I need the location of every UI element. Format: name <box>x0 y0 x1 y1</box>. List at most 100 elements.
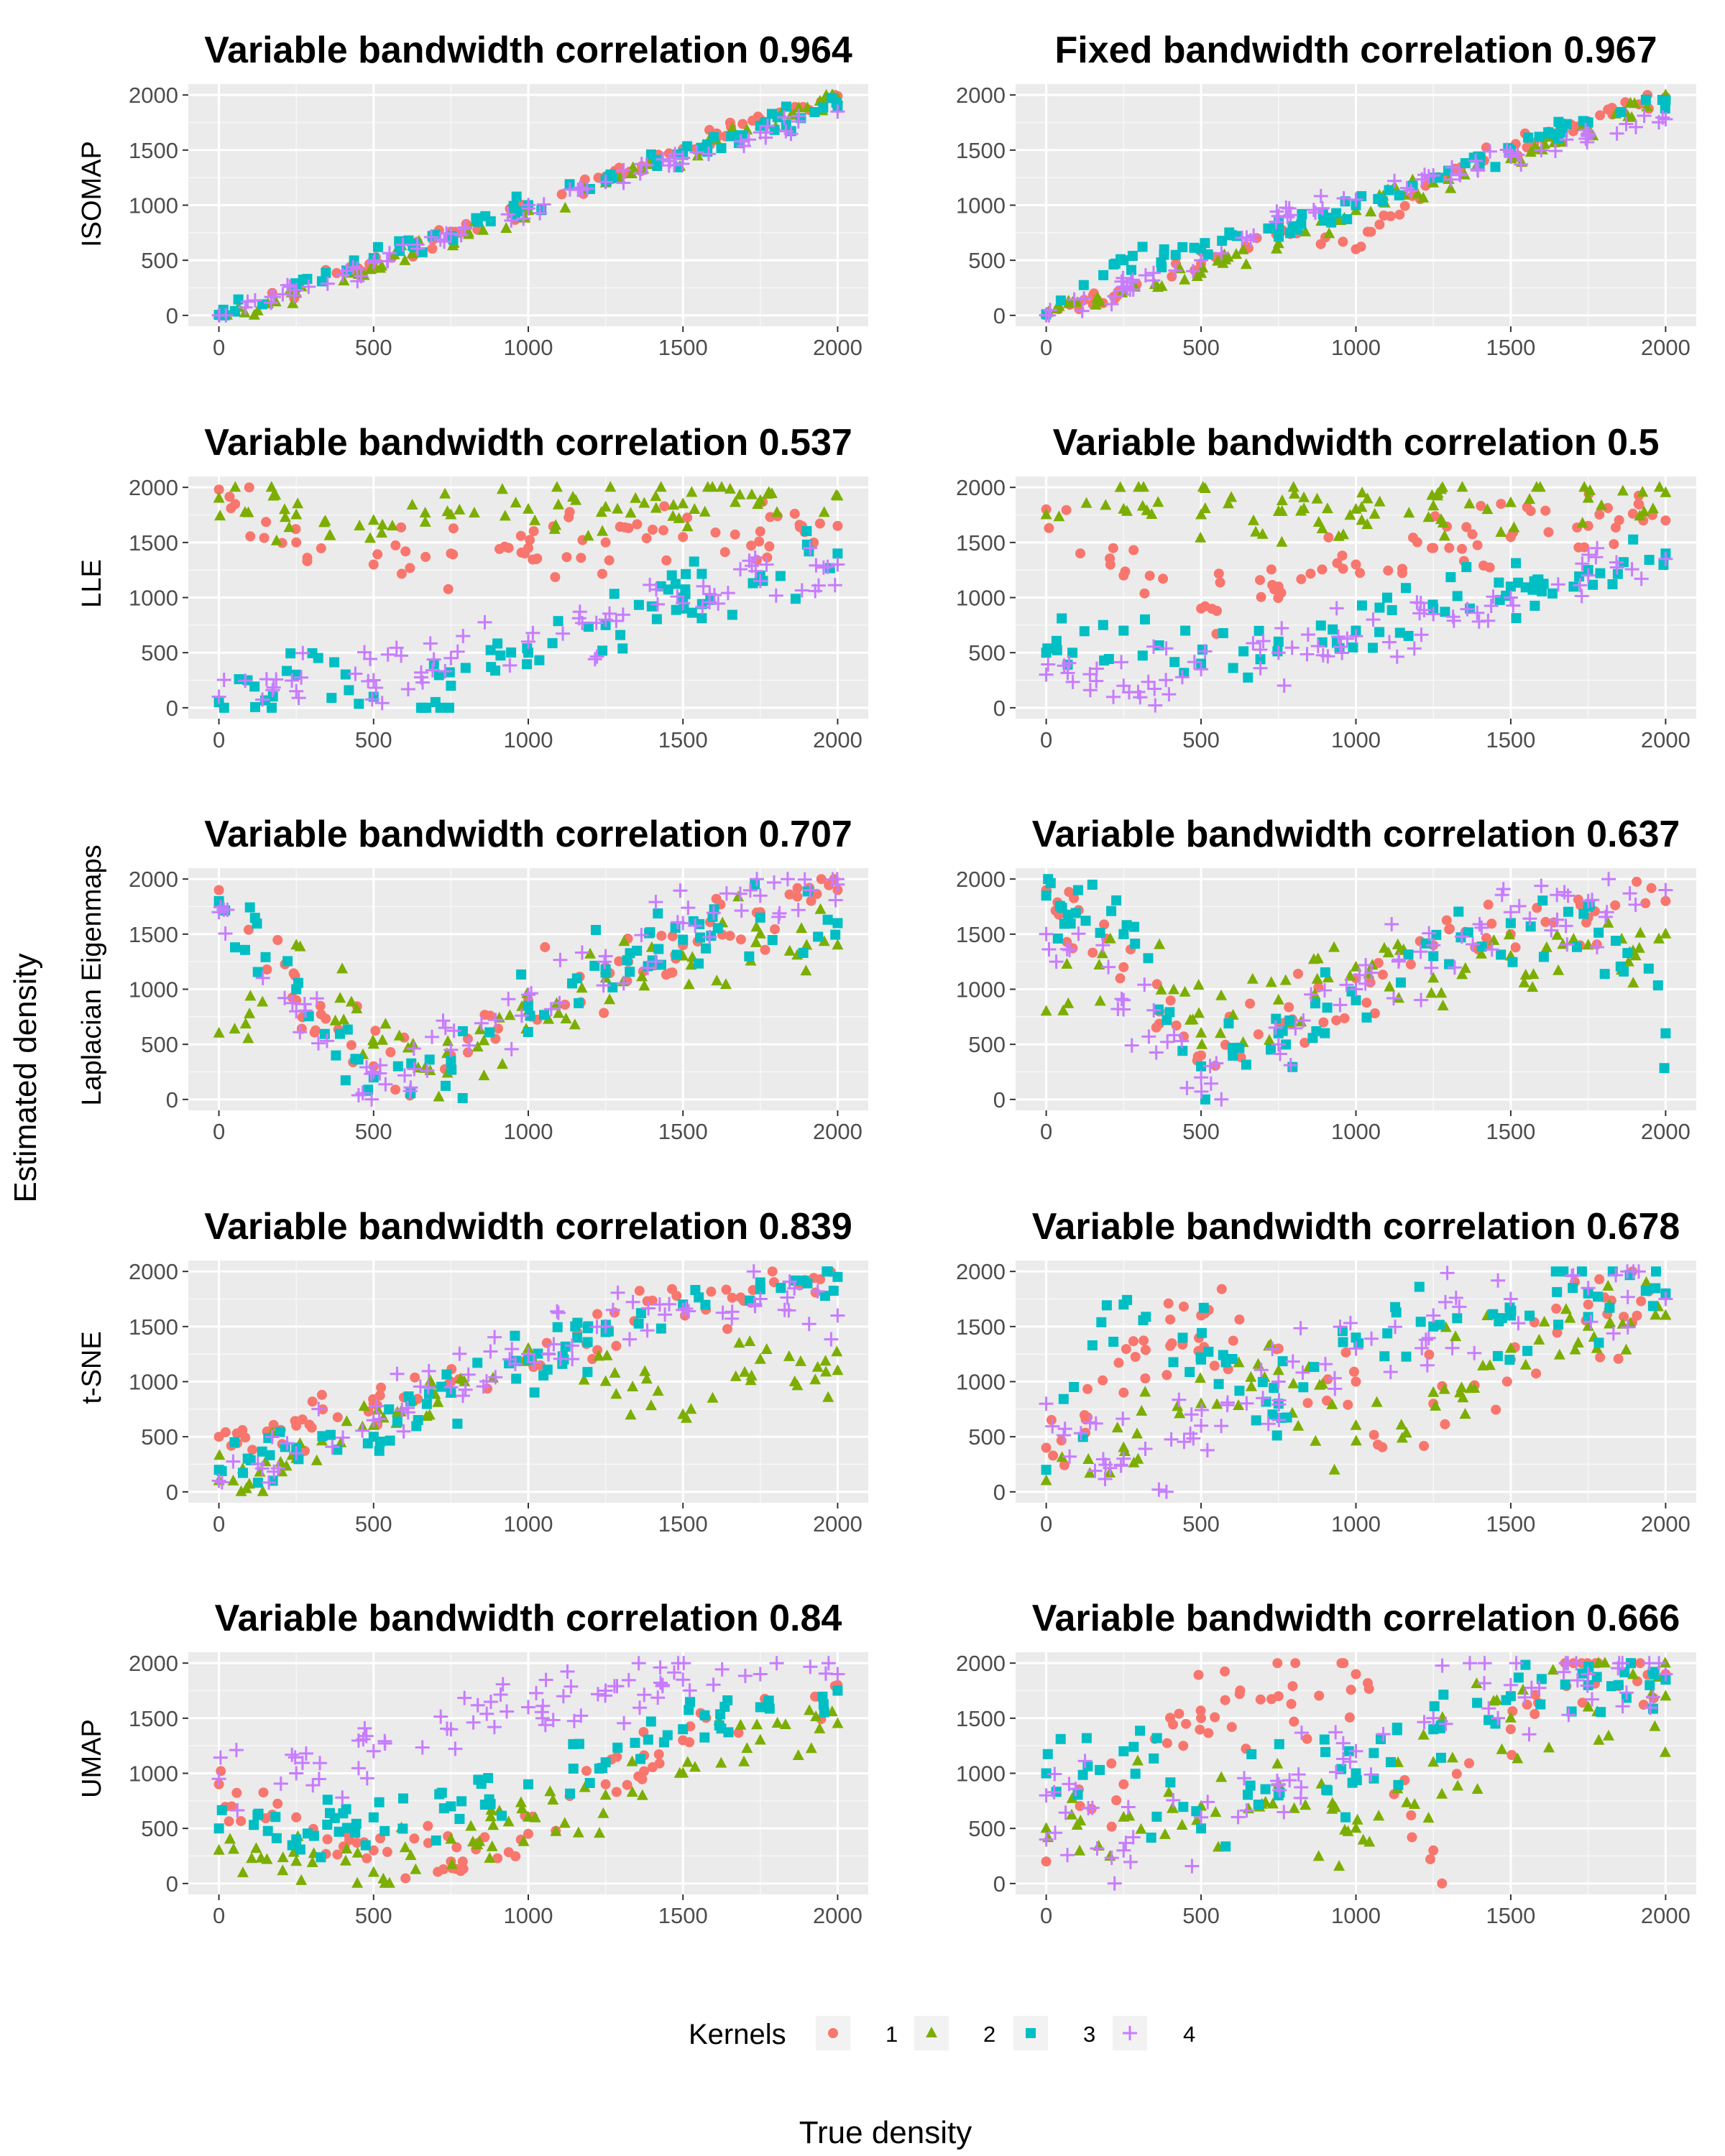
point-kernel-3 <box>457 1093 468 1103</box>
point-kernel-4 <box>1426 938 1441 953</box>
point-kernel-2 <box>1445 182 1457 193</box>
point-kernel-2 <box>1504 496 1517 507</box>
point-kernel-2 <box>1317 1378 1328 1389</box>
point-kernel-3 <box>287 1840 298 1851</box>
point-kernel-2 <box>685 1403 697 1414</box>
point-kernel-4 <box>564 1338 579 1353</box>
point-kernel-3 <box>1505 918 1516 929</box>
y-tick-label: 0 <box>166 1480 178 1505</box>
point-kernel-3 <box>1403 630 1414 641</box>
point-kernel-3 <box>682 141 693 152</box>
point-kernel-3 <box>1284 1015 1295 1026</box>
point-kernel-2 <box>1123 1810 1136 1821</box>
point-kernel-3 <box>1347 1777 1358 1788</box>
point-kernel-1 <box>1636 1296 1647 1307</box>
point-kernel-3 <box>775 571 786 581</box>
point-kernel-1 <box>1660 515 1671 526</box>
point-kernel-2 <box>486 1840 498 1851</box>
point-kernel-4 <box>369 1399 384 1414</box>
point-kernel-4 <box>1376 1727 1391 1741</box>
point-kernel-4 <box>1048 1825 1062 1841</box>
point-kernel-2 <box>1471 1783 1484 1794</box>
point-kernel-3 <box>441 1369 452 1380</box>
point-kernel-4 <box>425 1029 439 1044</box>
point-kernel-4 <box>1214 1092 1229 1107</box>
point-kernel-4 <box>452 1346 467 1361</box>
point-kernel-2 <box>1272 1364 1284 1376</box>
point-kernel-1 <box>1610 900 1621 911</box>
point-kernel-4 <box>1116 270 1131 285</box>
legend-marker-4 <box>1123 2026 1137 2040</box>
point-kernel-3 <box>699 1732 710 1743</box>
point-kernel-2 <box>738 1755 750 1766</box>
point-kernel-3 <box>1522 1345 1533 1356</box>
point-kernel-3 <box>1588 579 1598 590</box>
point-kernel-4 <box>380 647 395 662</box>
point-kernel-4 <box>1067 292 1082 307</box>
point-kernel-1 <box>306 1422 317 1433</box>
point-kernel-1 <box>1113 1358 1124 1368</box>
point-kernel-1 <box>1481 142 1491 153</box>
point-kernel-2 <box>484 1810 497 1822</box>
point-kernel-4 <box>1615 1699 1630 1714</box>
point-kernel-2 <box>246 1852 258 1864</box>
point-kernel-4 <box>1658 111 1673 126</box>
point-kernel-4 <box>1426 607 1441 622</box>
point-kernel-2 <box>618 935 630 946</box>
point-kernel-2 <box>367 1034 379 1046</box>
point-kernel-2 <box>1179 985 1191 997</box>
point-kernel-2 <box>334 992 346 1003</box>
point-kernel-2 <box>1271 1757 1284 1769</box>
point-kernel-2 <box>683 978 695 990</box>
point-kernel-2 <box>1438 1383 1450 1394</box>
point-kernel-2 <box>640 1373 653 1384</box>
point-kernel-3 <box>1054 900 1065 911</box>
point-kernel-4 <box>351 1088 366 1102</box>
point-kernel-1 <box>1640 898 1651 908</box>
point-kernel-4 <box>543 1002 558 1017</box>
point-kernel-2 <box>1356 487 1368 498</box>
point-kernel-4 <box>1118 1835 1133 1851</box>
point-kernel-2 <box>1053 510 1065 522</box>
point-kernel-1 <box>659 501 670 512</box>
point-kernel-3 <box>685 1697 696 1708</box>
point-kernel-4 <box>1087 1463 1103 1478</box>
point-kernel-3 <box>1241 1059 1251 1070</box>
point-kernel-4 <box>675 156 690 171</box>
point-kernel-4 <box>487 1720 502 1735</box>
point-kernel-1 <box>556 189 567 200</box>
point-kernel-2 <box>1292 1419 1305 1431</box>
legend: Kernels 1 2 3 4 <box>689 2016 1195 2050</box>
point-kernel-3 <box>234 674 244 685</box>
data-points <box>211 481 845 713</box>
point-kernel-4 <box>1477 1656 1492 1671</box>
point-kernel-4 <box>1294 1780 1309 1795</box>
point-kernel-4 <box>483 1695 498 1709</box>
point-kernel-4 <box>1348 1743 1363 1759</box>
point-kernel-2 <box>1328 941 1340 952</box>
point-kernel-2 <box>610 1388 622 1399</box>
point-kernel-4 <box>487 1330 502 1345</box>
point-kernel-2 <box>832 1717 844 1728</box>
point-kernel-2 <box>716 481 727 492</box>
point-kernel-1 <box>1595 110 1606 121</box>
point-kernel-4 <box>589 615 604 630</box>
point-kernel-3 <box>1151 1811 1162 1822</box>
point-kernel-3 <box>1328 624 1338 635</box>
point-kernel-2 <box>1504 1711 1517 1723</box>
point-kernel-4 <box>607 1679 622 1694</box>
point-kernel-4 <box>1047 1766 1062 1782</box>
point-kernel-2 <box>1540 941 1552 952</box>
point-kernel-2 <box>239 1018 252 1028</box>
point-kernel-2 <box>1215 1027 1226 1038</box>
x-tick-label: 2000 <box>1641 727 1690 752</box>
point-kernel-4 <box>1261 1416 1276 1432</box>
point-kernel-2 <box>1564 1312 1576 1323</box>
point-kernel-2 <box>1152 496 1164 507</box>
point-kernel-3 <box>539 1010 549 1021</box>
point-kernel-2 <box>1422 511 1435 522</box>
point-kernel-3 <box>1501 1695 1512 1705</box>
point-kernel-2 <box>354 520 366 530</box>
point-kernel-2 <box>529 514 541 525</box>
